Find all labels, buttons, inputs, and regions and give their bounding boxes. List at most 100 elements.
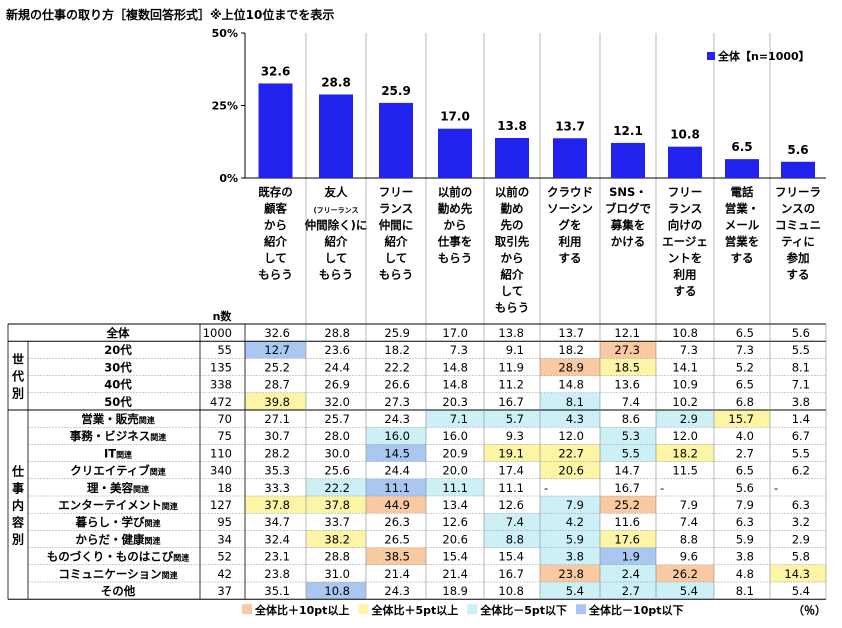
- row-n: 340: [210, 464, 232, 478]
- column-header-text: 仕事を: [437, 235, 473, 249]
- highlight-cell: [600, 444, 656, 462]
- cell-value: 25.2: [264, 360, 290, 374]
- cell-value: 25.6: [324, 464, 350, 478]
- cell-value: 25.7: [324, 412, 350, 426]
- row-n: 472: [210, 395, 232, 409]
- column-header-text: 仲間除く)に: [305, 218, 368, 232]
- highlight-legend-swatch: [467, 604, 478, 615]
- cell-value: 11.5: [672, 464, 698, 478]
- cell-value: 12.0: [672, 429, 698, 443]
- row-n: 127: [210, 498, 232, 512]
- highlight-cell: [484, 444, 540, 462]
- column-header-text: 紹介: [385, 235, 408, 249]
- group-label-char: 仕: [11, 464, 24, 479]
- row-label: 理・美容関連: [87, 481, 150, 495]
- column-header-text: して: [264, 251, 287, 265]
- cell-value: 23.1: [264, 550, 290, 564]
- row-label: 50代: [104, 395, 132, 409]
- column-header-text: ランス: [668, 202, 702, 216]
- cell-value: 33.7: [324, 515, 350, 529]
- cell-value: 7.1: [450, 412, 468, 426]
- bar: [668, 146, 702, 178]
- cell-value: -: [544, 481, 548, 495]
- row-n: 18: [217, 481, 232, 495]
- cell-value: 24.3: [384, 584, 410, 598]
- cell-value: 14.1: [672, 360, 698, 374]
- cell-value: 12.1: [614, 326, 640, 340]
- column-header-text: フリー: [668, 185, 703, 199]
- cell-value: 18.9: [442, 584, 468, 598]
- highlight-cell: [600, 496, 656, 514]
- cell-value: 2.9: [680, 412, 698, 426]
- highlight-cell: [540, 410, 600, 428]
- cell-value: 12.7: [264, 343, 290, 357]
- highlight-cell: [306, 496, 366, 514]
- highlight-legend-swatch: [576, 604, 587, 615]
- cell-value: 10.8: [498, 584, 524, 598]
- cell-value: 3.8: [792, 395, 810, 409]
- bar-value-label: 32.6: [261, 64, 291, 78]
- bar-value-label: 13.7: [555, 119, 585, 133]
- cell-value: 7.9: [680, 498, 698, 512]
- cell-value: 9.3: [506, 429, 524, 443]
- group-label-char: 世: [12, 352, 24, 367]
- cell-value: 5.5: [792, 446, 810, 460]
- n-label: n数: [213, 309, 233, 323]
- row-n: 110: [210, 446, 232, 460]
- highlight-legend-label: 全体比－10pt以下: [588, 603, 683, 617]
- cell-value: 7.9: [736, 498, 754, 512]
- cell-value: 6.8: [736, 395, 754, 409]
- cell-value: 5.4: [680, 584, 698, 598]
- cell-value: 11.1: [442, 481, 468, 495]
- bar: [495, 137, 529, 178]
- cell-value: 16.0: [442, 429, 468, 443]
- cell-value: 2.9: [792, 532, 810, 546]
- highlight-cell: [540, 358, 600, 376]
- highlight-cell: [540, 496, 600, 514]
- highlight-cell: [540, 461, 600, 479]
- cell-value: -: [660, 481, 664, 495]
- column-header-text: グを: [559, 218, 582, 232]
- cell-value: 16.7: [614, 481, 640, 495]
- highlight-cell: [245, 496, 306, 514]
- column-header-text: して: [501, 284, 524, 298]
- cell-value: 2.7: [736, 446, 754, 460]
- cell-value: 19.1: [498, 446, 524, 460]
- cell-value: 13.8: [498, 326, 524, 340]
- row-label: 暮らし・学び関連: [75, 515, 162, 529]
- column-header-text: 営業を: [725, 235, 760, 249]
- column-header-text: もらう: [495, 301, 530, 315]
- column-header-text: もらう: [319, 268, 354, 282]
- cell-value: 5.4: [792, 584, 810, 598]
- bar: [379, 102, 413, 178]
- cell-value: 32.0: [324, 395, 350, 409]
- cell-value: 21.4: [442, 567, 468, 581]
- column-header-text: 友人: [325, 185, 348, 199]
- cell-value: 24.4: [324, 360, 350, 374]
- column-header-text: から: [264, 218, 287, 232]
- column-header-text: する: [731, 251, 754, 265]
- highlight-cell: [714, 410, 770, 428]
- cell-value: 11.2: [498, 378, 524, 392]
- column-header-text: ティに: [781, 235, 815, 249]
- row-label: からだ・健康関連: [76, 532, 162, 546]
- highlight-cell: [366, 478, 426, 496]
- group-label-char: 代: [11, 369, 24, 384]
- column-header-text: 勤め: [501, 202, 524, 216]
- row-label: 40代: [104, 378, 132, 392]
- bar: [438, 128, 472, 178]
- cell-value: 13.6: [614, 378, 640, 392]
- cell-value: 12.6: [498, 498, 524, 512]
- highlight-cell: [306, 582, 366, 600]
- row-label: 30代: [104, 360, 132, 374]
- cell-value: 5.8: [792, 550, 810, 564]
- bar-value-label: 25.9: [381, 84, 411, 98]
- cell-value: 7.9: [566, 498, 584, 512]
- cell-value: 39.8: [264, 395, 290, 409]
- cell-value: 25.2: [614, 498, 640, 512]
- legend-label: 全体【n=1000】: [717, 49, 810, 63]
- cell-value: 2.4: [622, 567, 640, 581]
- bar-value-label: 28.8: [321, 75, 351, 89]
- highlight-cell: [600, 547, 656, 565]
- cell-value: 7.4: [506, 515, 524, 529]
